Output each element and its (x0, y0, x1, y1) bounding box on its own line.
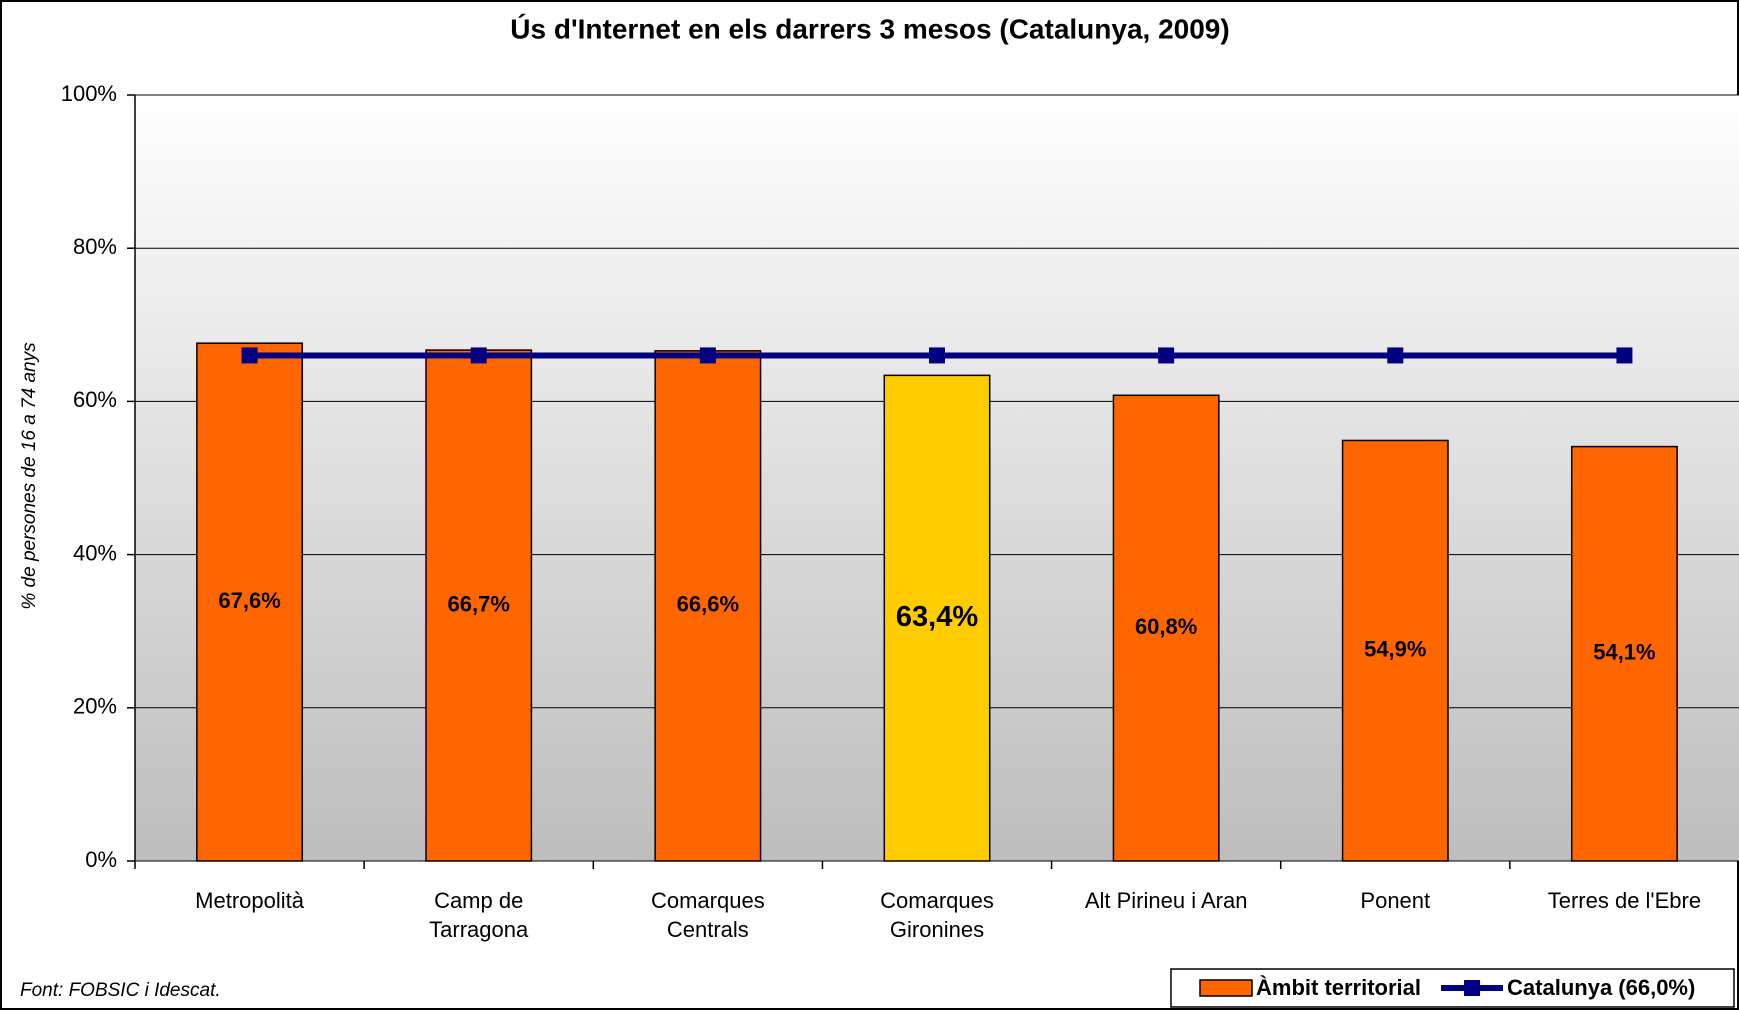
x-tick-label: Alt Pirineu i Aran (1084, 888, 1248, 913)
bar (1341, 439, 1449, 862)
y-tick-label: 40% (73, 540, 117, 565)
data-label: 66,7% (448, 591, 510, 616)
legend-swatch (1464, 980, 1481, 996)
x-tick-label: Terres de l'Ebre (1547, 888, 1702, 913)
data-label: 63,4% (896, 601, 978, 633)
bar (1570, 445, 1678, 862)
source-note: Font: FOBSIC i Idescat. (20, 980, 221, 1001)
y-tick-label: 0% (85, 847, 117, 872)
data-label: 54,1% (1593, 640, 1655, 665)
y-axis-label: % de persones de 16 a 74 anys (19, 342, 40, 610)
y-tick-label: 100% (61, 81, 117, 106)
line-marker (470, 347, 487, 364)
y-tick-label: 80% (73, 234, 117, 259)
data-label: 66,6% (677, 592, 739, 617)
line-marker (241, 347, 258, 364)
y-tick-label: 60% (73, 387, 117, 412)
y-tick-label: 20% (73, 694, 117, 719)
bar (425, 349, 533, 862)
data-label: 54,9% (1364, 637, 1426, 662)
legend-label: Catalunya (66,0%) (1507, 975, 1695, 1000)
data-label: 67,6% (218, 588, 280, 613)
chart-title: Ús d'Internet en els darrers 3 mesos (Ca… (510, 13, 1229, 44)
bar (196, 342, 304, 862)
line-marker (1387, 347, 1404, 364)
line-marker (929, 347, 945, 364)
line-marker (1616, 347, 1633, 364)
x-tick-label: Comarques Gironines (880, 888, 994, 942)
data-label: 60,8% (1135, 614, 1197, 639)
x-tick-label: Ponent (1360, 888, 1431, 913)
bar (883, 374, 991, 862)
x-tick-label: Camp de Tarragona (429, 888, 529, 942)
x-tick-label: Comarques Centrals (650, 888, 765, 942)
bar (654, 350, 762, 862)
legend-swatch (1199, 979, 1253, 997)
bar (1112, 394, 1220, 862)
legend-label: Àmbit territorial (1256, 975, 1421, 1000)
x-tick-label: Metropolità (195, 888, 304, 913)
line-marker (1158, 347, 1175, 364)
line-marker (699, 347, 716, 364)
